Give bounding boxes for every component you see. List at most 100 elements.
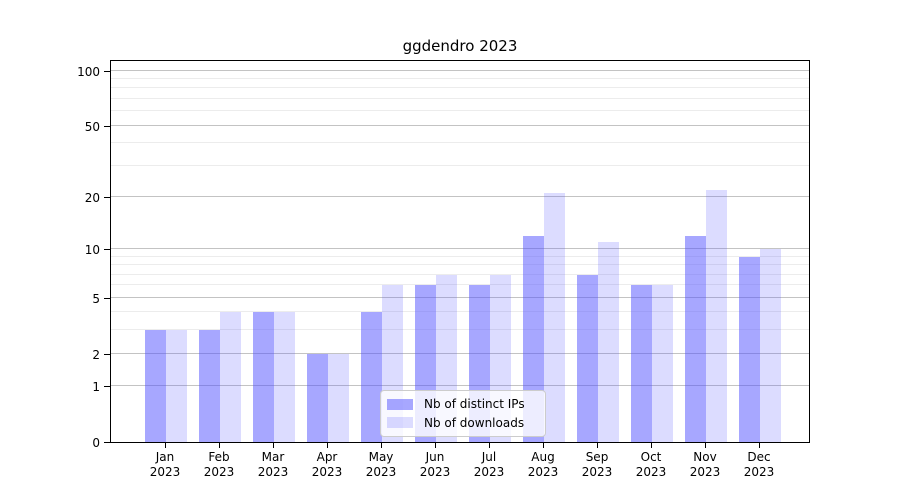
legend-label-distinct-ips: Nb of distinct IPs: [424, 397, 525, 412]
x-tick-year-aug: 2023: [527, 465, 559, 479]
minor-gridline-30: [111, 164, 809, 166]
bar-oct-distinct-ips: [631, 285, 652, 442]
minor-gridline-6: [111, 284, 809, 286]
minor-gridline-4: [111, 311, 809, 313]
legend-item-distinct-ips: Nb of distinct IPs: [387, 397, 537, 411]
legend-swatch-downloads: [387, 417, 413, 429]
x-tick-label-mar: Mar 2023: [243, 450, 303, 480]
x-tick-year-oct: 2023: [635, 465, 667, 479]
x-tick-month-mar: Mar: [261, 450, 285, 464]
x-tick-year-dec: 2023: [743, 465, 775, 479]
bar-oct-downloads: [652, 285, 673, 442]
minor-gridline-9: [111, 255, 809, 257]
x-tick-month-dec: Dec: [747, 450, 771, 464]
y-tick-label-1: 1: [92, 380, 100, 395]
x-tick-nov: [705, 443, 706, 448]
legend-item-downloads: Nb of downloads: [387, 416, 537, 430]
bar-nov-downloads: [706, 189, 727, 442]
x-tick-label-jan: Jan 2023: [135, 450, 195, 480]
bar-nov-distinct-ips: [685, 235, 706, 442]
y-tick-label-100: 100: [77, 64, 100, 79]
x-tick-label-nov: Nov 2023: [675, 450, 735, 480]
bar-may-distinct-ips: [361, 312, 382, 442]
bar-jan-downloads: [166, 330, 187, 442]
minor-gridline-70: [111, 97, 809, 99]
bar-apr-distinct-ips: [307, 353, 328, 442]
minor-gridline-8: [111, 264, 809, 266]
x-tick-year-jun: 2023: [419, 465, 451, 479]
x-tick-month-may: May: [368, 450, 394, 464]
major-gridline-10: [111, 248, 809, 249]
bar-feb-distinct-ips: [199, 330, 220, 442]
x-tick-year-jan: 2023: [149, 465, 181, 479]
y-tick-label-50: 50: [84, 119, 100, 134]
x-tick-label-dec: Dec 2023: [729, 450, 789, 480]
x-tick-label-aug: Aug 2023: [513, 450, 573, 480]
y-tick-label-5: 5: [92, 291, 100, 306]
x-tick-year-nov: 2023: [689, 465, 721, 479]
x-tick-oct: [651, 443, 652, 448]
y-tick-1: [104, 386, 110, 388]
y-tick-5: [104, 297, 110, 299]
x-tick-year-mar: 2023: [257, 465, 289, 479]
bar-dec-distinct-ips: [739, 256, 760, 442]
bar-jan-distinct-ips: [145, 330, 166, 442]
x-tick-month-oct: Oct: [640, 450, 662, 464]
legend-swatch-distinct-ips: [387, 398, 413, 410]
x-tick-label-apr: Apr 2023: [297, 450, 357, 480]
y-tick-20: [104, 196, 110, 198]
x-tick-month-feb: Feb: [208, 450, 230, 464]
x-tick-year-sep: 2023: [581, 465, 613, 479]
x-tick-jul: [489, 443, 490, 448]
bar-sep-downloads: [598, 242, 619, 442]
major-gridline-50: [111, 124, 809, 126]
y-tick-50: [104, 125, 110, 127]
x-tick-month-jun: Jun: [425, 450, 445, 464]
x-tick-month-apr: Apr: [316, 450, 338, 464]
bar-apr-downloads: [328, 353, 349, 442]
minor-gridline-3: [111, 329, 809, 331]
x-tick-dec: [759, 443, 760, 448]
x-tick-label-may: May 2023: [351, 450, 411, 480]
x-tick-label-jul: Jul 2023: [459, 450, 519, 480]
y-tick-label-2: 2: [92, 347, 100, 362]
legend: Nb of distinct IPs Nb of downloads: [380, 390, 546, 437]
bar-sep-distinct-ips: [577, 274, 598, 442]
x-tick-apr: [327, 443, 328, 448]
x-tick-feb: [219, 443, 220, 448]
x-tick-mar: [273, 443, 274, 448]
bar-mar-downloads: [274, 312, 295, 442]
major-gridline-5: [111, 296, 809, 298]
plot-area: [110, 60, 810, 443]
x-tick-month-jul: Jul: [481, 450, 497, 464]
x-tick-aug: [543, 443, 544, 448]
y-tick-0: [104, 442, 110, 443]
bar-aug-downloads: [544, 193, 565, 442]
y-tick-10: [104, 249, 110, 250]
x-tick-month-aug: Aug: [531, 450, 555, 464]
y-tick-label-0: 0: [92, 436, 100, 450]
major-gridline-2: [111, 352, 809, 354]
x-tick-month-jan: Jan: [155, 450, 175, 464]
y-tick-2: [104, 353, 110, 355]
x-tick-label-sep: Sep 2023: [567, 450, 627, 480]
major-gridline-100: [111, 69, 809, 71]
y-tick-100: [104, 70, 110, 72]
x-tick-jun: [435, 443, 436, 448]
chart-title: ggdendro 2023: [402, 37, 518, 55]
minor-gridline-7: [111, 273, 809, 275]
x-tick-label-feb: Feb 2023: [189, 450, 249, 480]
y-tick-label-10: 10: [84, 243, 100, 257]
bar-dec-downloads: [760, 249, 781, 442]
x-tick-sep: [597, 443, 598, 448]
x-tick-year-may: 2023: [365, 465, 397, 479]
x-tick-year-feb: 2023: [203, 465, 235, 479]
legend-label-downloads: Nb of downloads: [424, 415, 525, 430]
bar-mar-distinct-ips: [253, 312, 274, 442]
x-tick-may: [381, 443, 382, 448]
minor-gridline-40: [111, 142, 809, 144]
x-tick-jan: [165, 443, 166, 448]
minor-gridline-60: [111, 110, 809, 112]
x-tick-month-nov: Nov: [693, 450, 717, 464]
